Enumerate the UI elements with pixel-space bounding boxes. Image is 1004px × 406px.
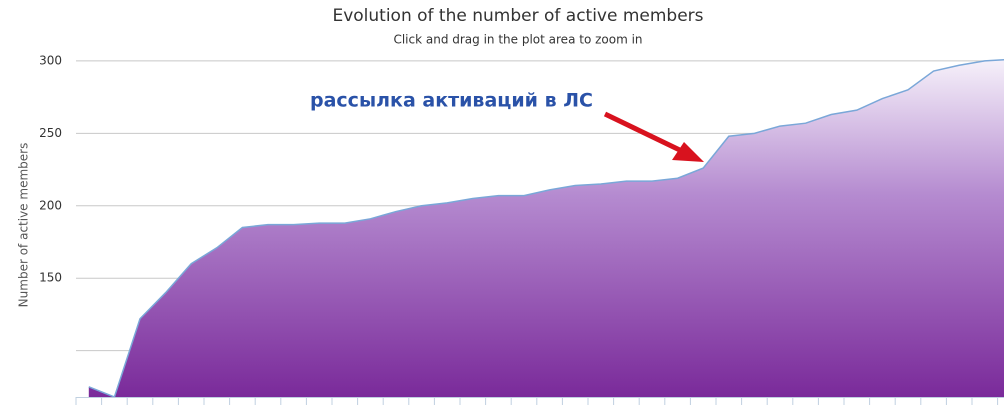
plot-area [88, 59, 1004, 398]
chart-title: Evolution of the number of active member… [332, 6, 703, 26]
annotation: рассылка активаций в ЛС [310, 90, 593, 112]
y-tick-label: 150 [39, 271, 62, 285]
y-tick-label: 250 [39, 126, 62, 140]
arrow-head [672, 142, 704, 162]
arrow-shaft [603, 111, 690, 157]
y-tick-label: 200 [39, 198, 62, 212]
y-tick-label: 300 [39, 53, 62, 67]
chart-subtitle: Click and drag in the plot area to zoom … [393, 33, 642, 47]
area-line [88, 59, 1004, 398]
area-fill [88, 59, 1004, 397]
y-axis-label: Number of active members [17, 143, 31, 308]
annotation-arrow [603, 111, 704, 162]
